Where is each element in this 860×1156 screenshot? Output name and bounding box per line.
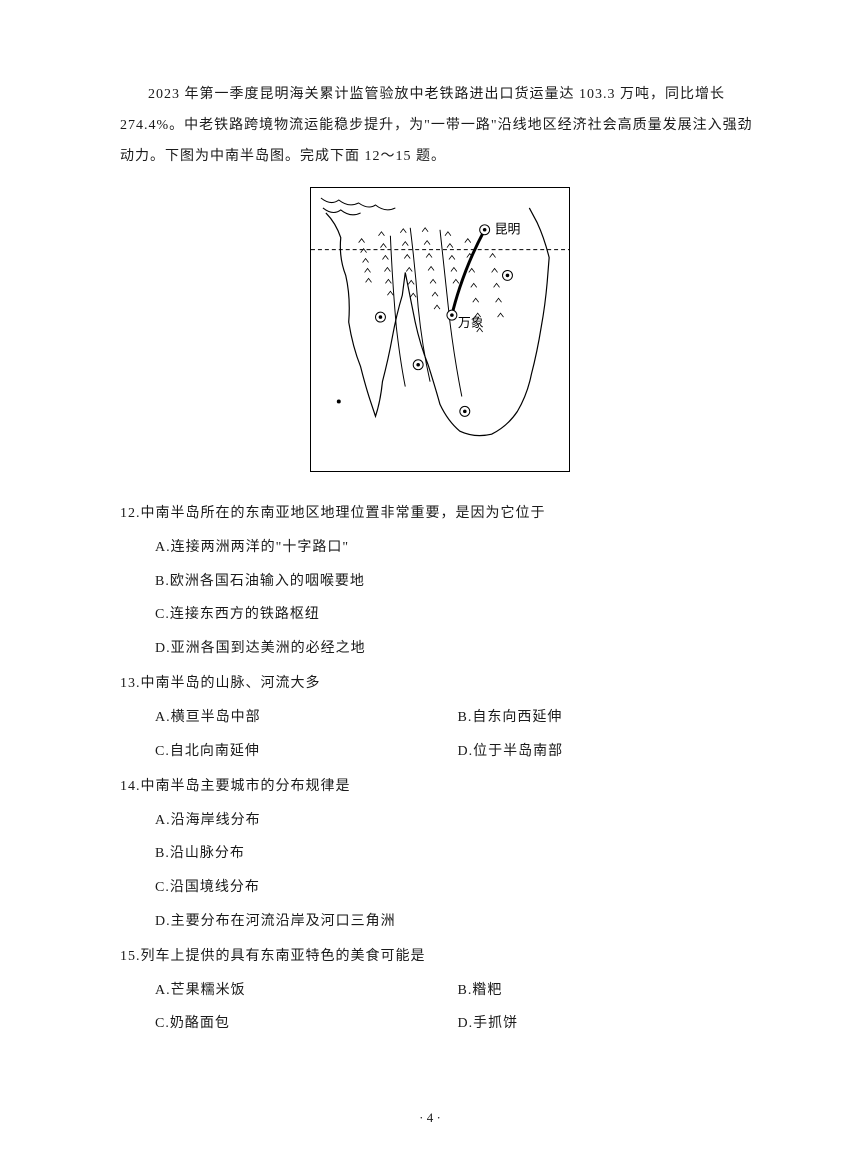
question-13-option-b: B.自东向西延伸 [458, 701, 761, 735]
question-12-option-a: A.连接两洲两洋的"十字路口" [155, 531, 760, 565]
question-15-option-a: A.芒果糯米饭 [155, 974, 458, 1008]
question-13-option-c: C.自北向南延伸 [155, 735, 458, 769]
question-14: 14.中南半岛主要城市的分布规律是 A.沿海岸线分布 B.沿山脉分布 C.沿国境… [120, 770, 760, 938]
question-13-stem: 13.中南半岛的山脉、河流大多 [120, 667, 760, 701]
question-15-option-d: D.手抓饼 [458, 1007, 761, 1041]
question-12-option-c: C.连接东西方的铁路枢纽 [155, 598, 760, 632]
question-13-option-d: D.位于半岛南部 [458, 735, 761, 769]
map-box: 昆明 万象 [310, 187, 570, 472]
map-container: 昆明 万象 [120, 187, 760, 472]
question-12-stem: 12.中南半岛所在的东南亚地区地理位置非常重要，是因为它位于 [120, 497, 760, 531]
label-wanxiang: 万象 [458, 316, 484, 330]
question-14-option-b: B.沿山脉分布 [155, 837, 760, 871]
indochina-map: 昆明 万象 [311, 188, 569, 471]
question-12-option-b: B.欧洲各国石油输入的咽喉要地 [155, 565, 760, 599]
question-15: 15.列车上提供的具有东南亚特色的美食可能是 A.芒果糯米饭 B.糌粑 C.奶酪… [120, 940, 760, 1041]
question-15-option-c: C.奶酪面包 [155, 1007, 458, 1041]
question-15-option-b: B.糌粑 [458, 974, 761, 1008]
question-12-option-d: D.亚洲各国到达美洲的必经之地 [155, 632, 760, 666]
passage-intro: 2023 年第一季度昆明海关累计监管验放中老铁路进出口货运量达 103.3 万吨… [120, 80, 760, 172]
question-13: 13.中南半岛的山脉、河流大多 A.横亘半岛中部 B.自东向西延伸 C.自北向南… [120, 667, 760, 768]
question-13-option-a: A.横亘半岛中部 [155, 701, 458, 735]
page-number: · 4 · [419, 1110, 441, 1126]
label-kunming: 昆明 [495, 223, 521, 237]
question-14-option-d: D.主要分布在河流沿岸及河口三角洲 [155, 905, 760, 939]
question-14-stem: 14.中南半岛主要城市的分布规律是 [120, 770, 760, 804]
question-12: 12.中南半岛所在的东南亚地区地理位置非常重要，是因为它位于 A.连接两洲两洋的… [120, 497, 760, 665]
question-15-stem: 15.列车上提供的具有东南亚特色的美食可能是 [120, 940, 760, 974]
question-14-option-c: C.沿国境线分布 [155, 871, 760, 905]
question-14-option-a: A.沿海岸线分布 [155, 804, 760, 838]
